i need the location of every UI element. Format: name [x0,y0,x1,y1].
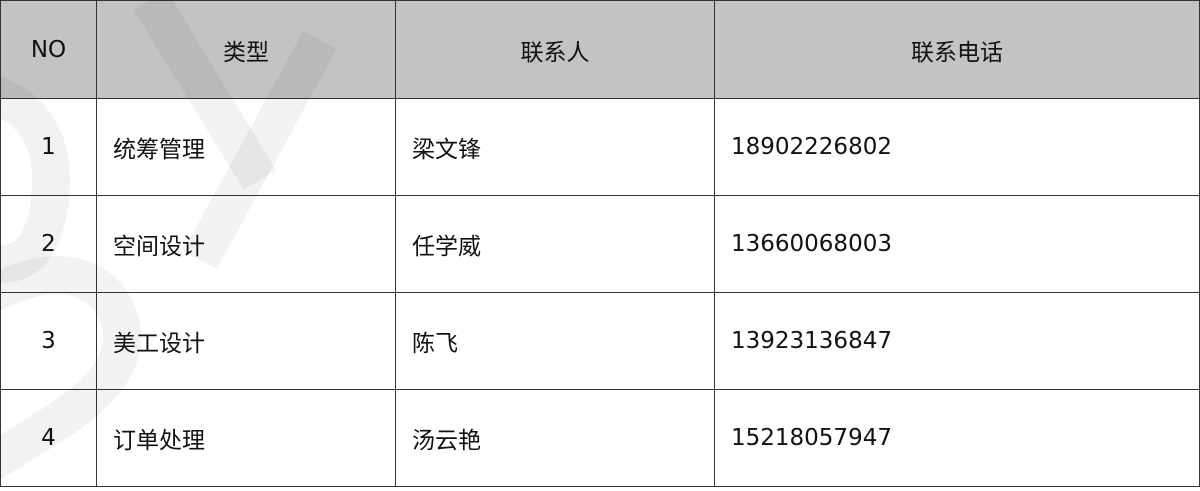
header-row: NO 类型 联系人 联系电话 [0,0,1200,99]
header-contact: 联系人 [395,0,715,99]
table-row: 3 美工设计 陈飞 13923136847 [0,292,1200,390]
header-phone: 联系电话 [714,0,1200,99]
cell-no: 1 [0,98,97,196]
cell-phone: 13660068003 [714,195,1200,293]
table-row: 4 订单处理 汤云艳 15218057947 [0,389,1200,487]
cell-contact: 汤云艳 [395,389,715,487]
cell-no: 2 [0,195,97,293]
header-type: 类型 [96,0,396,99]
cell-no: 4 [0,389,97,487]
cell-phone: 15218057947 [714,389,1200,487]
cell-contact: 陈飞 [395,292,715,390]
cell-contact: 任学威 [395,195,715,293]
cell-type: 美工设计 [96,292,396,390]
table-row: 2 空间设计 任学威 13660068003 [0,195,1200,293]
cell-phone: 18902226802 [714,98,1200,196]
header-no: NO [0,0,97,99]
cell-type: 统筹管理 [96,98,396,196]
cell-type: 订单处理 [96,389,396,487]
cell-contact: 梁文锋 [395,98,715,196]
cell-phone: 13923136847 [714,292,1200,390]
cell-no: 3 [0,292,97,390]
table-row: 1 统筹管理 梁文锋 18902226802 [0,98,1200,196]
cell-type: 空间设计 [96,195,396,293]
